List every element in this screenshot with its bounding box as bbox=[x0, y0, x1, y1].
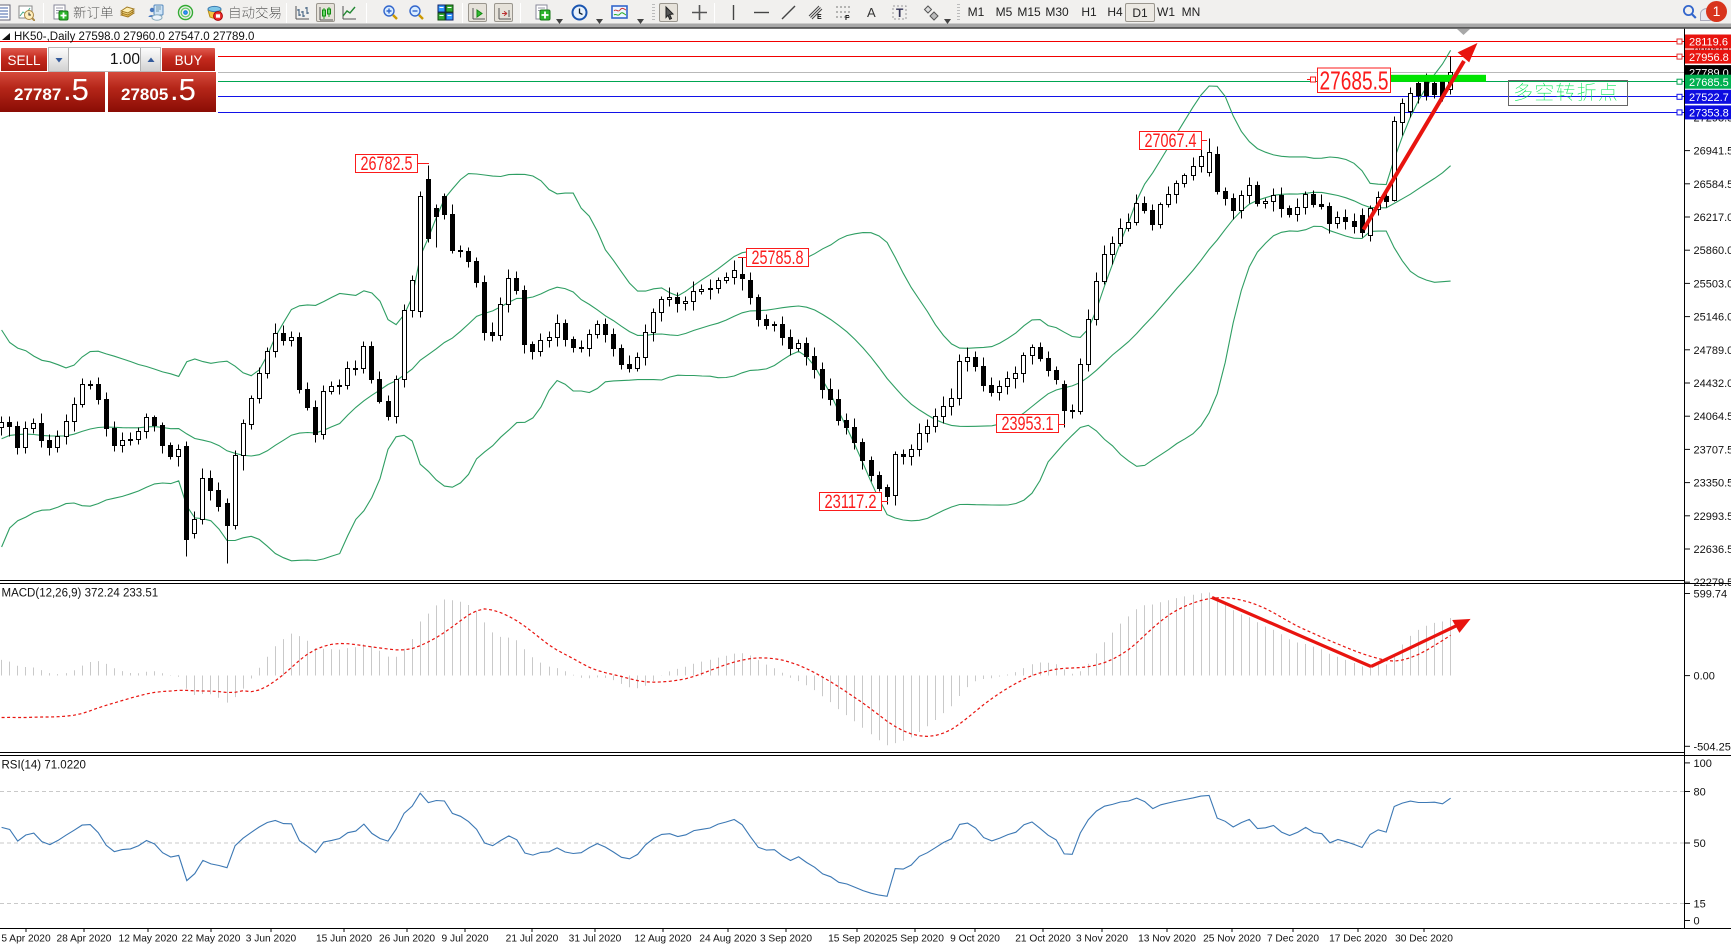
svg-text:23117.2: 23117.2 bbox=[825, 492, 877, 513]
svg-text:-504.25: -504.25 bbox=[1694, 741, 1731, 753]
svg-text:25785.8: 25785.8 bbox=[752, 248, 804, 269]
svg-text:12 Aug 2020: 12 Aug 2020 bbox=[634, 934, 692, 945]
svg-text:24 Aug 2020: 24 Aug 2020 bbox=[699, 934, 757, 945]
svg-text:25860.0: 25860.0 bbox=[1694, 245, 1731, 257]
svg-text:17 Dec 2020: 17 Dec 2020 bbox=[1329, 934, 1387, 945]
svg-text:22 May 2020: 22 May 2020 bbox=[182, 934, 241, 945]
svg-text:15 Jun 2020: 15 Jun 2020 bbox=[316, 934, 372, 945]
svg-text:23953.1: 23953.1 bbox=[1002, 414, 1054, 435]
svg-text:25 Sep 2020: 25 Sep 2020 bbox=[886, 934, 944, 945]
svg-text:24432.0: 24432.0 bbox=[1694, 378, 1731, 390]
svg-text:80: 80 bbox=[1694, 787, 1706, 799]
svg-text:22993.5: 22993.5 bbox=[1694, 511, 1731, 523]
svg-text:RSI(14) 71.0220: RSI(14) 71.0220 bbox=[2, 760, 86, 772]
svg-text:26941.5: 26941.5 bbox=[1694, 146, 1731, 158]
svg-text:0.00: 0.00 bbox=[1694, 671, 1715, 683]
svg-text:F: F bbox=[845, 15, 850, 21]
svg-text:27353.8: 27353.8 bbox=[1689, 108, 1729, 120]
svg-text:25 Nov 2020: 25 Nov 2020 bbox=[1203, 934, 1261, 945]
svg-text:31 Jul 2020: 31 Jul 2020 bbox=[569, 934, 622, 945]
svg-text:21 Oct 2020: 21 Oct 2020 bbox=[1015, 934, 1071, 945]
svg-text:15: 15 bbox=[1694, 899, 1706, 911]
svg-text:15 Sep 2020: 15 Sep 2020 bbox=[828, 934, 886, 945]
svg-text:27685.5: 27685.5 bbox=[1320, 67, 1389, 95]
svg-text:MACD(12,26,9) 372.24 233.51: MACD(12,26,9) 372.24 233.51 bbox=[2, 588, 159, 600]
svg-text:0: 0 bbox=[1694, 916, 1700, 928]
svg-text:26217.0: 26217.0 bbox=[1694, 212, 1731, 224]
svg-text:5 Apr 2020: 5 Apr 2020 bbox=[1, 934, 51, 945]
svg-text:HK50-,Daily 27598.0 27960.0 2: HK50-,Daily 27598.0 27960.0 27547.0 2778… bbox=[14, 31, 254, 43]
svg-text:27956.8: 27956.8 bbox=[1689, 52, 1729, 64]
svg-text:22279.5: 22279.5 bbox=[1694, 577, 1731, 589]
svg-text:27522.7: 27522.7 bbox=[1689, 92, 1729, 104]
svg-text:24064.5: 24064.5 bbox=[1694, 411, 1731, 423]
svg-text:E: E bbox=[817, 14, 822, 21]
svg-text:A: A bbox=[867, 5, 876, 20]
svg-text:3 Sep 2020: 3 Sep 2020 bbox=[760, 934, 812, 945]
svg-text:21 Jul 2020: 21 Jul 2020 bbox=[506, 934, 559, 945]
svg-text:50: 50 bbox=[1694, 838, 1706, 850]
svg-text:9 Oct 2020: 9 Oct 2020 bbox=[950, 934, 1000, 945]
svg-text:12 May 2020: 12 May 2020 bbox=[119, 934, 178, 945]
svg-text:30 Dec 2020: 30 Dec 2020 bbox=[1395, 934, 1453, 945]
svg-text:23707.5: 23707.5 bbox=[1694, 444, 1731, 456]
svg-text:28119.6: 28119.6 bbox=[1689, 37, 1728, 49]
svg-text:100: 100 bbox=[1694, 758, 1712, 770]
svg-text:22636.5: 22636.5 bbox=[1694, 544, 1731, 556]
svg-text:599.74: 599.74 bbox=[1694, 589, 1728, 601]
svg-text:13 Nov 2020: 13 Nov 2020 bbox=[1138, 934, 1196, 945]
svg-text:7 Dec 2020: 7 Dec 2020 bbox=[1267, 934, 1319, 945]
svg-text:26 Jun 2020: 26 Jun 2020 bbox=[379, 934, 435, 945]
svg-text:28 Apr 2020: 28 Apr 2020 bbox=[57, 934, 112, 945]
svg-text:25503.0: 25503.0 bbox=[1694, 278, 1731, 290]
svg-text:25146.0: 25146.0 bbox=[1694, 312, 1731, 324]
svg-text:26782.5: 26782.5 bbox=[361, 154, 413, 175]
svg-text:23350.5: 23350.5 bbox=[1694, 478, 1731, 490]
svg-text:24789.0: 24789.0 bbox=[1694, 345, 1731, 357]
svg-text:T: T bbox=[896, 6, 904, 20]
svg-text:26584.5: 26584.5 bbox=[1694, 179, 1731, 191]
svg-text:27685.5: 27685.5 bbox=[1689, 77, 1729, 89]
svg-text:9 Jul 2020: 9 Jul 2020 bbox=[441, 934, 488, 945]
svg-text:3 Jun 2020: 3 Jun 2020 bbox=[246, 934, 297, 945]
svg-text:3 Nov 2020: 3 Nov 2020 bbox=[1076, 934, 1128, 945]
svg-text:27067.4: 27067.4 bbox=[1145, 131, 1197, 152]
